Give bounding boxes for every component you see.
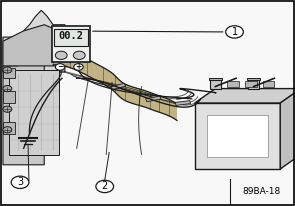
- Polygon shape: [142, 90, 153, 110]
- Polygon shape: [3, 52, 44, 165]
- Polygon shape: [110, 83, 126, 90]
- Text: −: −: [57, 62, 63, 71]
- Polygon shape: [175, 101, 191, 105]
- Circle shape: [55, 64, 65, 70]
- Circle shape: [3, 85, 12, 92]
- Polygon shape: [146, 96, 161, 102]
- Text: 3: 3: [17, 177, 23, 187]
- FancyBboxPatch shape: [263, 81, 274, 87]
- Text: 00.2: 00.2: [58, 31, 83, 41]
- FancyBboxPatch shape: [247, 78, 260, 80]
- Circle shape: [226, 26, 243, 38]
- Text: 89BA-18: 89BA-18: [242, 187, 280, 197]
- Polygon shape: [94, 63, 112, 90]
- FancyBboxPatch shape: [210, 80, 221, 89]
- Circle shape: [55, 51, 67, 60]
- FancyBboxPatch shape: [206, 115, 268, 157]
- Text: 2: 2: [101, 181, 108, 191]
- FancyBboxPatch shape: [54, 29, 88, 46]
- Circle shape: [11, 176, 29, 188]
- FancyBboxPatch shape: [209, 78, 222, 80]
- Polygon shape: [74, 53, 94, 79]
- FancyBboxPatch shape: [227, 81, 239, 87]
- Text: +: +: [75, 62, 82, 71]
- Polygon shape: [112, 73, 124, 100]
- Polygon shape: [195, 89, 295, 103]
- Circle shape: [3, 67, 12, 73]
- Text: 1: 1: [232, 27, 237, 37]
- Polygon shape: [153, 94, 165, 114]
- Circle shape: [73, 51, 85, 60]
- Circle shape: [74, 64, 83, 70]
- Circle shape: [3, 106, 12, 112]
- Polygon shape: [124, 83, 142, 106]
- FancyBboxPatch shape: [248, 80, 259, 89]
- Circle shape: [3, 127, 12, 133]
- Polygon shape: [9, 70, 59, 154]
- Polygon shape: [165, 98, 177, 121]
- Polygon shape: [195, 103, 280, 169]
- Polygon shape: [3, 25, 88, 66]
- Polygon shape: [53, 48, 74, 69]
- Polygon shape: [280, 89, 295, 169]
- FancyBboxPatch shape: [245, 81, 257, 87]
- FancyBboxPatch shape: [3, 91, 15, 103]
- FancyBboxPatch shape: [52, 26, 90, 62]
- Circle shape: [96, 180, 114, 193]
- FancyBboxPatch shape: [3, 68, 15, 78]
- FancyBboxPatch shape: [3, 122, 15, 134]
- Polygon shape: [3, 10, 65, 72]
